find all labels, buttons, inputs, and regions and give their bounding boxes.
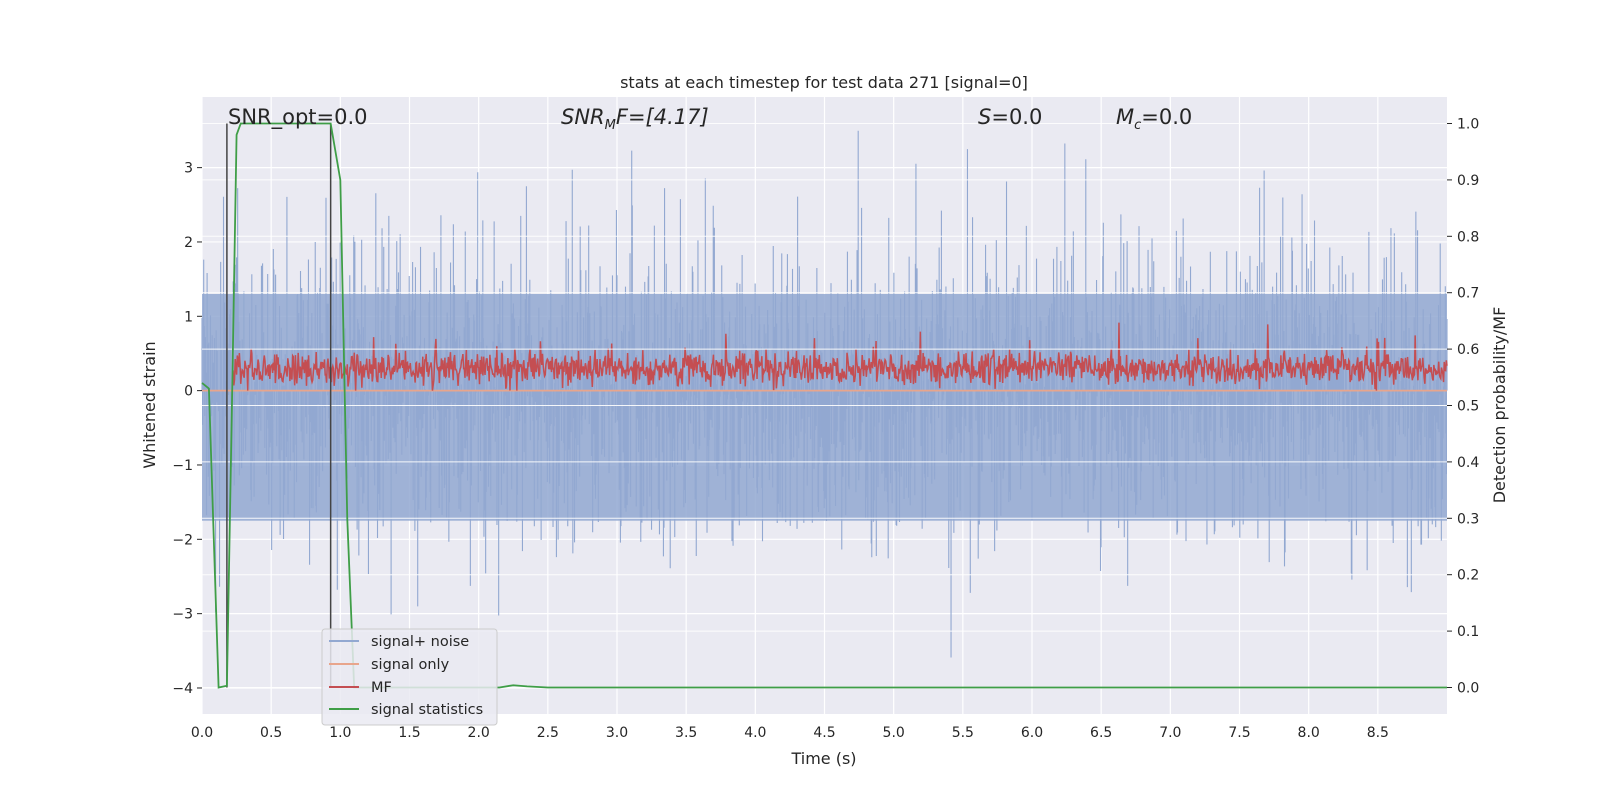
x-tick-label: 8.0 (1298, 725, 1320, 741)
x-tick-label: 8.5 (1367, 725, 1389, 741)
x-tick-label: 2.5 (537, 725, 559, 741)
annotation-s: S=0.0 (978, 105, 1042, 129)
x-tick-label: 4.0 (744, 725, 766, 741)
vlines (226, 123, 332, 688)
x-tick-label: 3.5 (675, 725, 697, 741)
x-tick-label: 5.0 (883, 725, 905, 741)
legend-label-signal-noise: signal+ noise (371, 634, 469, 650)
x-tick-label: 2.0 (468, 725, 490, 741)
annotation-snr-mf-rest: F=[4.17] (616, 105, 709, 129)
y2-tick-label: 0.5 (1457, 399, 1479, 415)
y-tick-label: 0 (184, 384, 193, 400)
y2-tick-label: 0.7 (1457, 286, 1479, 302)
y-axis-label: Whitened strain (140, 341, 159, 468)
x-tick-label: 3.0 (606, 725, 628, 741)
noise-trace (201, 130, 1448, 658)
x-tick-label: 0.5 (260, 725, 282, 741)
x-tick-label: 1.5 (398, 725, 420, 741)
x-axis-label: Time (s) (790, 749, 856, 768)
y-tick-label: −1 (172, 458, 193, 474)
series-signal-noise (201, 130, 1448, 658)
y-tick-label: −4 (172, 681, 193, 697)
x-tick-label: 4.5 (813, 725, 835, 741)
y-tick-label: 1 (184, 309, 193, 325)
y2-tick-label: 1.0 (1457, 117, 1479, 133)
legend-box (321, 628, 498, 726)
y2-tick-label: 0.9 (1457, 173, 1479, 189)
annotation-mc-rest: =0.0 (1141, 105, 1192, 129)
annotation-s-main: S (978, 105, 991, 129)
x-tick-label: 6.5 (1090, 725, 1112, 741)
annotation-s-rest: =0.0 (991, 105, 1042, 129)
y2-tick-label: 0.1 (1457, 624, 1479, 640)
y-tick-label: −3 (172, 607, 193, 623)
chart-title: stats at each timestep for test data 271… (620, 73, 1028, 92)
y-tick-label: −2 (172, 532, 193, 548)
x-tick-label: 7.5 (1228, 725, 1250, 741)
y-tick-label: 3 (184, 161, 193, 177)
y2-axis-label: Detection probability/MF (1490, 307, 1509, 504)
y2-tick-label: 0.6 (1457, 342, 1479, 358)
legend-label-mf: MF (371, 680, 392, 696)
annotation-snr-opt: SNR_opt=0.0 (228, 105, 368, 130)
y2-tick-label: 0.4 (1457, 455, 1479, 471)
series-mf (232, 322, 1448, 391)
y2-tick-label: 0.0 (1457, 680, 1479, 696)
x-tick-label: 6.0 (1021, 725, 1043, 741)
annotation-mc: Mc=0.0 (1116, 105, 1192, 133)
y-tick-label: 2 (184, 235, 193, 251)
x-tick-label: 5.5 (952, 725, 974, 741)
legend: signal+ noise signal only MF signal stat… (321, 628, 498, 726)
x-tick-label: 1.0 (329, 725, 351, 741)
annotation-mc-sub: c (1134, 118, 1141, 133)
y2-ticks: 1.0 0.9 0.8 0.7 0.6 0.5 0.4 0.3 0.2 0.1 0.0 (1447, 117, 1479, 696)
y2-tick-label: 0.3 (1457, 511, 1479, 527)
annotation-snr-mf-sub: M (605, 118, 616, 133)
x-tick-label: 7.0 (1159, 725, 1181, 741)
x-ticks: 0.0 0.5 1.0 1.5 2.0 2.5 3.0 3.5 4.0 4.5 5.0 5.5 6.0 6… (191, 725, 1389, 741)
annotation-snr-mf-main: SNR (561, 105, 605, 129)
x-tick-label: 0.0 (191, 725, 213, 741)
legend-label-signal-statistics: signal statistics (371, 702, 483, 718)
annotation-snr-mf: SNRMF=[4.17] (561, 105, 709, 133)
y-ticks: 3 2 1 0 −1 −2 −3 −4 (172, 161, 202, 697)
y2-tick-label: 0.2 (1457, 568, 1479, 584)
legend-label-signal-only: signal only (371, 657, 450, 673)
mf-trace (232, 322, 1448, 391)
annotation-mc-main: M (1116, 105, 1134, 129)
y2-tick-label: 0.8 (1457, 229, 1479, 245)
